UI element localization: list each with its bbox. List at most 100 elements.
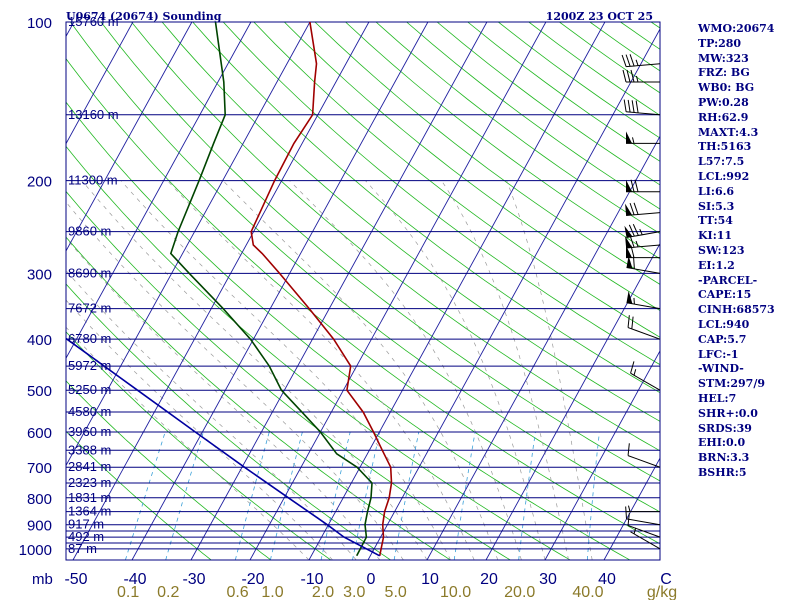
index-item: CAP:5.7 — [698, 332, 747, 346]
dry-adiabat-line — [345, 22, 660, 260]
index-item: TH:5163 — [698, 140, 752, 154]
wind-barb — [626, 505, 660, 513]
index-item: L57:7.5 — [698, 155, 745, 169]
wind-barb — [626, 131, 660, 144]
wind-barb — [626, 290, 661, 310]
wind-barb — [625, 202, 661, 217]
height-label: 7672 m — [68, 301, 111, 316]
index-item: SRDS:39 — [698, 421, 752, 435]
wind-barbs — [621, 54, 661, 550]
height-label: 3388 m — [68, 442, 111, 457]
pressure-tick-label: 100 — [27, 15, 52, 32]
index-item: LI:6.6 — [698, 184, 735, 198]
pressure-tick-label: 700 — [27, 460, 52, 477]
moist-adiabat-line — [66, 237, 381, 560]
index-item: EHI:0.0 — [698, 436, 746, 450]
mixing-ratio-label: 20.0 — [504, 584, 535, 600]
wind-barb — [626, 255, 661, 274]
temperature-tick-label: -20 — [241, 571, 264, 588]
isotherm-line — [66, 22, 252, 360]
station-title: U0674 (20674) Sounding — [66, 10, 222, 23]
wind-barb — [630, 527, 661, 550]
height-label: 5250 m — [68, 382, 111, 397]
temperature-tick-label: -50 — [64, 571, 87, 588]
moist-adiabat-line — [120, 180, 451, 560]
pressure-tick-label: 500 — [27, 383, 52, 400]
mixing-ratio-label: 10.0 — [440, 584, 471, 600]
temperature-tick-label: 30 — [539, 571, 557, 588]
wind-barb — [625, 506, 661, 526]
height-label: 9860 m — [68, 224, 111, 239]
index-item: LFC:-1 — [698, 347, 739, 361]
isotherm-line — [190, 22, 488, 560]
dewpoint-trace — [169, 22, 373, 557]
moist-adiabat-line — [289, 180, 522, 560]
pressure-tick-label: 900 — [27, 518, 52, 535]
index-item: LCL:992 — [698, 169, 750, 183]
mixing-ratio-label: 1.0 — [261, 584, 283, 600]
isotherm-line — [367, 28, 660, 560]
temperature-tick-label: 10 — [421, 571, 439, 588]
index-item: WB0: BG — [698, 81, 755, 95]
moist-adiabat-line — [222, 180, 499, 560]
height-label: 2841 m — [68, 459, 111, 474]
pressure-tick-label: 200 — [27, 174, 52, 191]
axis-labels: 15760 m 13160 m 11300 m 9860 m 8690 m 7672 m 6… — [19, 14, 678, 600]
height-label: 6780 m — [68, 331, 111, 346]
moist-adiabat-line — [66, 201, 404, 560]
isotherm-line — [544, 349, 660, 560]
background-lines — [0, 21, 661, 561]
mixing-ratio-line — [165, 431, 204, 560]
index-item: TP:280 — [698, 36, 742, 50]
pressure-tick-label: 800 — [27, 491, 52, 508]
pressure-tick-label: 600 — [27, 425, 52, 442]
height-label: 4580 m — [68, 404, 111, 419]
mixing-ratio-label: 2.0 — [312, 584, 334, 600]
height-label: 8690 m — [68, 265, 111, 280]
isotherm-line — [249, 22, 547, 560]
pressure-tick-label: 300 — [27, 266, 52, 283]
dry-adiabat-line — [314, 22, 660, 285]
temperature-trace — [250, 22, 393, 556]
moist-adiabat-line — [81, 180, 428, 560]
isotherm-line — [426, 135, 660, 560]
temperature-tick-label: C — [660, 571, 672, 588]
height-label: 2323 m — [68, 475, 111, 490]
wind-barb — [625, 235, 661, 249]
index-item: RH:62.9 — [698, 110, 749, 124]
index-item: -WIND- — [698, 362, 744, 376]
isotherm-line — [485, 242, 660, 560]
mixing-ratio-label: 5.0 — [385, 584, 407, 600]
mixing-unit-label: g/kg — [647, 584, 677, 600]
pressure-unit-label: mb — [32, 571, 53, 588]
index-item: HEL:7 — [698, 391, 737, 405]
index-item: KI:11 — [698, 229, 733, 243]
height-label: 1364 m — [68, 504, 111, 519]
parcel-trace — [66, 337, 381, 557]
dry-adiabat-line — [222, 22, 660, 366]
mixing-ratio-label: 0.2 — [157, 584, 179, 600]
index-item: TT:54 — [698, 214, 733, 228]
height-label: 1831 m — [68, 490, 111, 505]
height-label: 3960 m — [68, 424, 111, 439]
moist-adiabat-line — [66, 270, 357, 560]
pressure-tick-label: 400 — [27, 332, 52, 349]
wind-barb — [627, 443, 661, 468]
index-item: PW:0.28 — [698, 95, 749, 109]
dry-adiabat-line — [161, 22, 660, 422]
mixing-ratio-line — [352, 431, 381, 560]
temperature-tick-label: -40 — [123, 571, 146, 588]
index-item: CINH:68573 — [698, 303, 775, 317]
isotherm-line — [66, 22, 134, 145]
dry-adiabat-line — [100, 22, 660, 482]
height-label: 5972 m — [68, 358, 111, 373]
dry-adiabat-line — [70, 22, 660, 513]
index-item: STM:297/9 — [698, 377, 765, 391]
moist-adiabat-line — [506, 180, 593, 560]
index-item: MAXT:4.3 — [698, 125, 759, 139]
index-item: SI:5.3 — [698, 199, 735, 213]
index-item: BSHR:5 — [698, 465, 747, 479]
isotherm-line — [0, 22, 15, 560]
temperature-tick-label: 20 — [480, 571, 498, 588]
